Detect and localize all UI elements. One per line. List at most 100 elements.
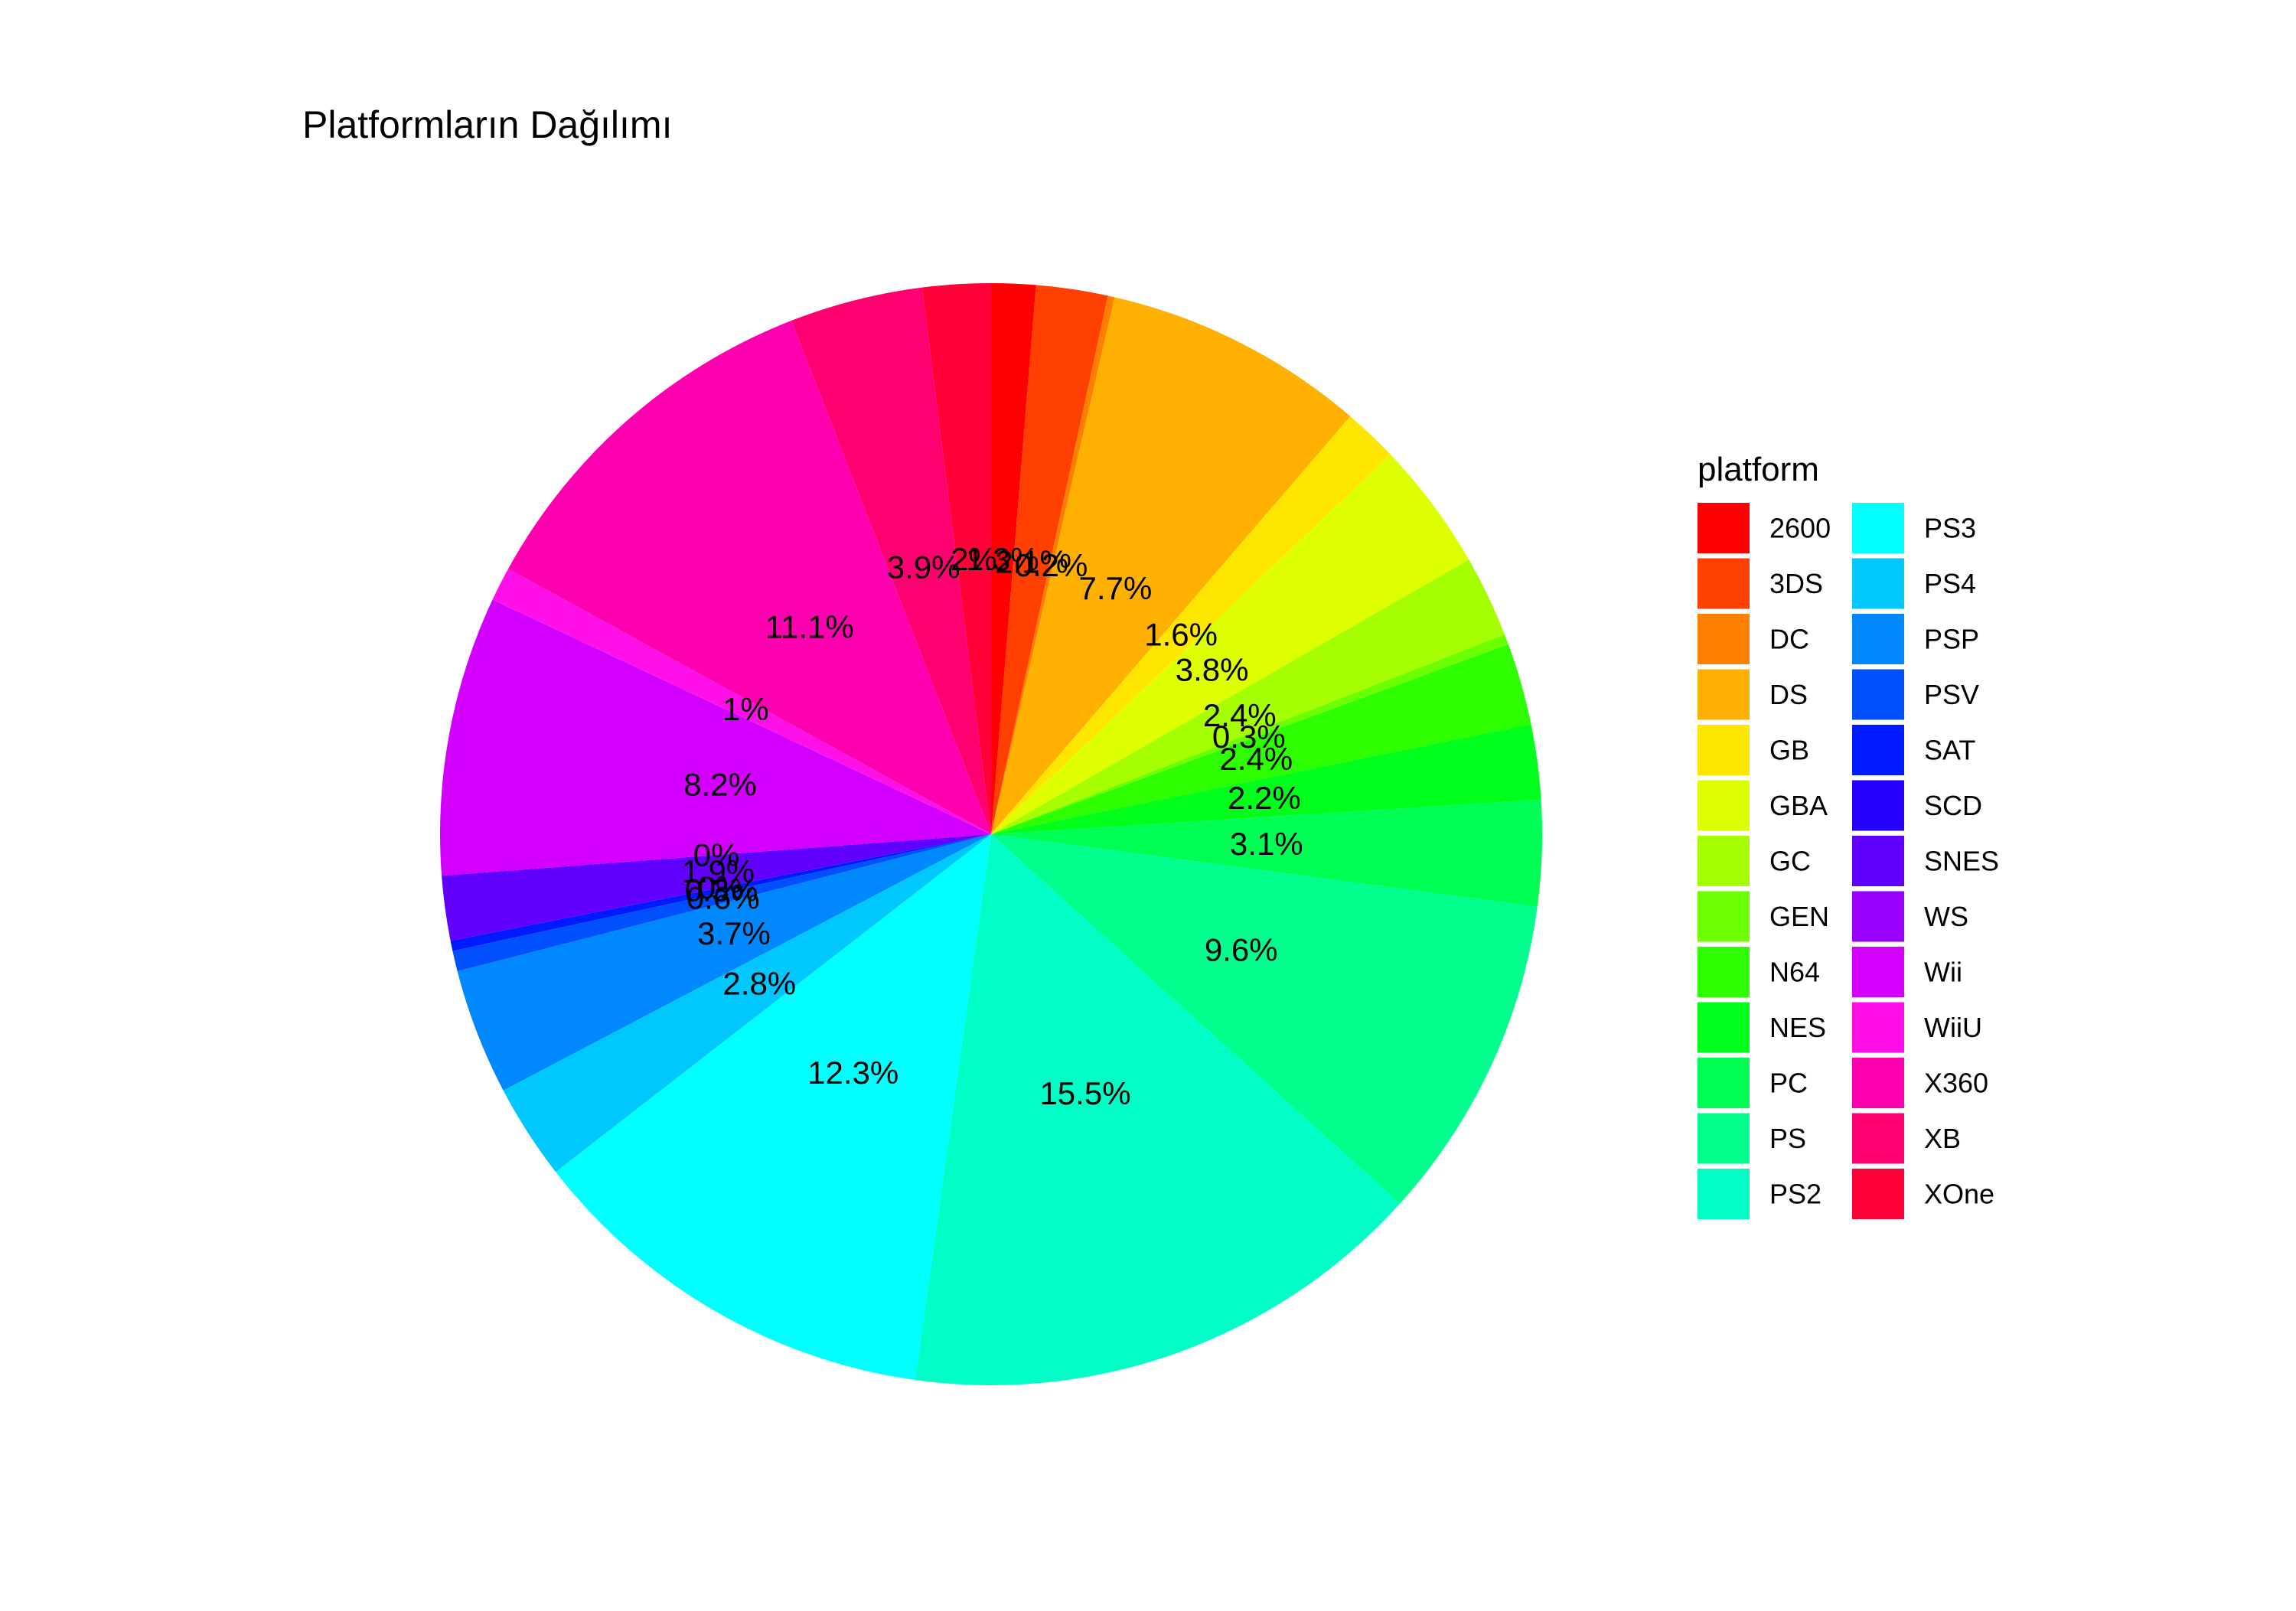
slice-label-wii: 8.2% xyxy=(683,766,757,802)
slice-label-wiiu: 1% xyxy=(722,691,769,727)
legend-key-psv xyxy=(1852,669,1904,720)
legend-key-ps4 xyxy=(1852,558,1904,609)
legend-label-gb: GB xyxy=(1769,735,1809,766)
slice-label-gb: 1.6% xyxy=(1144,617,1218,653)
slice-label-ps2: 15.5% xyxy=(1039,1075,1130,1111)
legend-key-gen xyxy=(1698,891,1750,942)
legend-label-3ds: 3DS xyxy=(1769,568,1823,599)
pie-slice-ds xyxy=(991,297,1351,835)
legend-label-xb: XB xyxy=(1924,1123,1961,1154)
legend-key-psp xyxy=(1852,614,1904,664)
legend-label-2600: 2600 xyxy=(1769,513,1831,544)
slice-label-snes: 1.9% xyxy=(681,853,755,889)
legend-label-psv: PSV xyxy=(1924,679,1979,710)
legend-label-ps2: PS2 xyxy=(1769,1179,1821,1210)
legend-key-xone xyxy=(1852,1169,1904,1219)
pie-slice-wii xyxy=(440,599,991,876)
legend-label-psp: PSP xyxy=(1924,624,1979,655)
pie-slice-2600 xyxy=(991,283,1036,834)
legend-key-x360 xyxy=(1852,1058,1904,1108)
legend-key-nes xyxy=(1698,1002,1750,1053)
legend-label-gc: GC xyxy=(1769,846,1811,877)
slice-label-ws: 0% xyxy=(693,837,740,873)
pie-slice-nes xyxy=(991,724,1541,834)
legend-label-snes: SNES xyxy=(1924,846,1999,877)
pie-slice-gb xyxy=(991,416,1391,834)
legend-key-scd xyxy=(1852,780,1904,831)
slice-label-xone: 2% xyxy=(951,541,997,577)
legend-label-ps: PS xyxy=(1769,1123,1806,1154)
legend-label-ds: DS xyxy=(1769,679,1808,710)
legend-items: 2600 3DS DC DS GB GBA GC GEN N64 NES PC PS PS2 PS3 PS4… xyxy=(1698,503,1999,1219)
pie-slice-xb xyxy=(791,287,991,834)
legend-label-gba: GBA xyxy=(1769,790,1828,821)
pie-slice-ps2 xyxy=(915,834,1401,1385)
legend-key-sat xyxy=(1852,725,1904,775)
pie-slice-dc xyxy=(991,295,1115,834)
legend-key-ps xyxy=(1698,1113,1750,1164)
legend-label-xone: XOne xyxy=(1924,1179,1994,1210)
slice-label-gen: 0.3% xyxy=(1212,719,1286,755)
slice-label-n64: 2.4% xyxy=(1219,741,1293,777)
pie-slice-pc xyxy=(991,799,1543,907)
slice-label-gba: 3.8% xyxy=(1176,651,1249,687)
pie-slices xyxy=(440,283,1543,1385)
slice-label-psv: 0.6% xyxy=(687,879,760,915)
legend-label-wiiu: WiiU xyxy=(1924,1012,1982,1043)
legend-label-wii: Wii xyxy=(1924,957,1962,988)
slice-label-xb: 3.9% xyxy=(887,550,960,585)
pie-slice-3ds xyxy=(991,285,1108,834)
legend-key-pc xyxy=(1698,1058,1750,1108)
legend-label-ps4: PS4 xyxy=(1924,568,1976,599)
legend-key-2600 xyxy=(1698,503,1750,553)
slice-label-nes: 2.2% xyxy=(1228,780,1301,816)
pie-slice-n64 xyxy=(991,644,1531,834)
legend-key-gb xyxy=(1698,725,1750,775)
legend-label-pc: PC xyxy=(1769,1068,1808,1099)
slice-label-ps3: 12.3% xyxy=(807,1055,899,1091)
pie-slice-xone xyxy=(921,283,991,834)
legend-label-sat: SAT xyxy=(1924,735,1975,766)
pie-slice-ps4 xyxy=(503,834,991,1172)
legend-key-ds xyxy=(1698,669,1750,720)
slice-label-gc: 2.4% xyxy=(1203,697,1277,733)
legend-label-ws: WS xyxy=(1924,901,1968,932)
slice-label-3ds: 2.1% xyxy=(995,543,1068,579)
pie-slice-psp xyxy=(457,834,991,1091)
legend-label-n64: N64 xyxy=(1769,957,1820,988)
slice-label-ps4: 2.8% xyxy=(722,965,796,1001)
slice-label-scd: 0% xyxy=(697,869,744,905)
pie-slice-labels: 1.3%2.1%0.2%7.7%1.6%3.8%2.4%0.3%2.4%2.2%… xyxy=(681,541,1303,1111)
slice-label-ds: 7.7% xyxy=(1079,570,1153,606)
legend-label-dc: DC xyxy=(1769,624,1809,655)
legend: platform 2600 3DS DC DS GB GBA GC GEN N64 NES PC PS… xyxy=(1698,451,1999,1219)
pie-slice-gc xyxy=(991,559,1505,834)
legend-label-ps3: PS3 xyxy=(1924,513,1976,544)
slice-label-ps: 9.6% xyxy=(1205,932,1278,968)
pie-slice-x360 xyxy=(508,320,991,834)
legend-key-gba xyxy=(1698,780,1750,831)
legend-label-x360: X360 xyxy=(1924,1068,1988,1099)
pie-slice-gba xyxy=(991,454,1469,834)
pie-slice-ps xyxy=(991,834,1538,1204)
legend-key-dc xyxy=(1698,614,1750,664)
pie-slice-psv xyxy=(452,834,991,972)
pie-slice-gen xyxy=(991,634,1508,834)
legend-key-ps2 xyxy=(1698,1169,1750,1219)
pie-slice-ps3 xyxy=(556,834,991,1381)
legend-key-xb xyxy=(1852,1113,1904,1164)
legend-key-n64 xyxy=(1698,947,1750,997)
pie-slice-snes xyxy=(442,834,991,941)
pie-slice-sat xyxy=(450,834,991,951)
legend-label-nes: NES xyxy=(1769,1012,1826,1043)
chart-title: Platformların Dağılımı xyxy=(302,103,672,146)
pie-slice-wiiu xyxy=(492,569,991,834)
slice-label-psp: 3.7% xyxy=(697,915,771,951)
legend-key-wiiu xyxy=(1852,1002,1904,1053)
slice-label-2600: 1.3% xyxy=(966,541,1039,577)
slice-label-pc: 3.1% xyxy=(1230,826,1303,862)
legend-key-wii xyxy=(1852,947,1904,997)
legend-label-scd: SCD xyxy=(1924,790,1982,821)
